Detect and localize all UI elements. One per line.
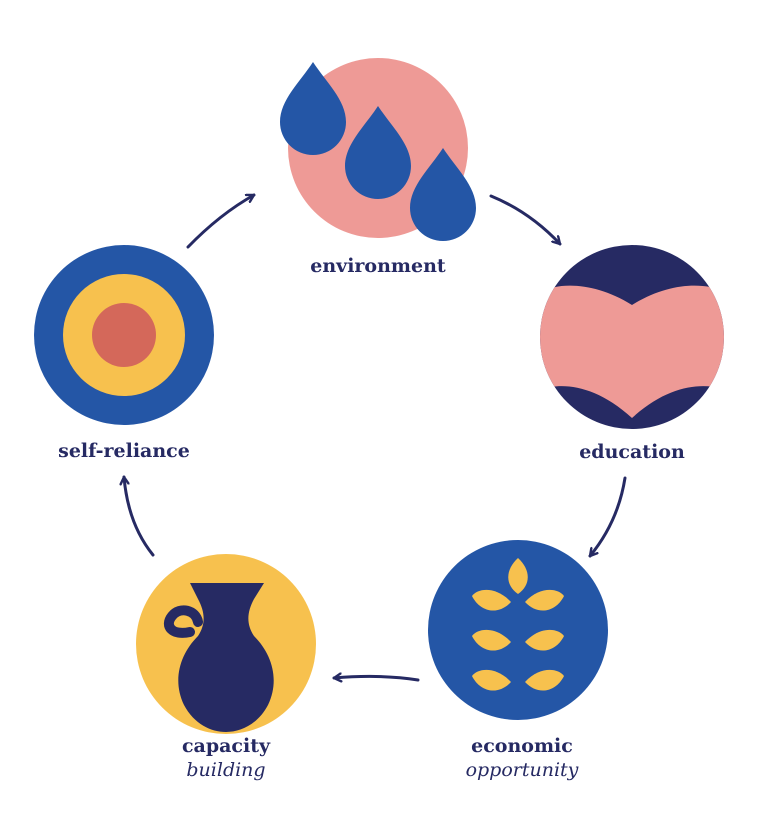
arrow-self-reliance-to-environment bbox=[186, 193, 256, 249]
node-environment: environment bbox=[280, 58, 476, 277]
label-capacity: capacity bbox=[182, 735, 271, 757]
label-education: education bbox=[579, 441, 685, 463]
node-economic: economic opportunity bbox=[428, 540, 608, 781]
arrow-education-to-economic bbox=[588, 476, 627, 558]
water-drops-icon bbox=[280, 62, 476, 241]
node-education: education bbox=[540, 245, 724, 463]
wheat-stalk-icon bbox=[472, 558, 564, 691]
jug-icon bbox=[163, 583, 274, 732]
node-self-reliance: self-reliance bbox=[34, 245, 214, 462]
label-economic: economic bbox=[471, 735, 573, 757]
label-capacity-sub: building bbox=[186, 759, 265, 781]
arrow-economic-to-capacity bbox=[332, 676, 420, 680]
node-capacity: capacity building bbox=[136, 554, 316, 781]
label-economic-sub: opportunity bbox=[466, 759, 579, 781]
label-self-reliance: self-reliance bbox=[58, 440, 190, 462]
label-environment: environment bbox=[310, 255, 446, 277]
cycle-arrows bbox=[124, 193, 627, 680]
target-icon bbox=[34, 245, 214, 425]
arrow-environment-to-education bbox=[489, 194, 562, 246]
open-book-icon bbox=[540, 285, 724, 418]
arrow-capacity-to-self-reliance bbox=[124, 475, 155, 557]
